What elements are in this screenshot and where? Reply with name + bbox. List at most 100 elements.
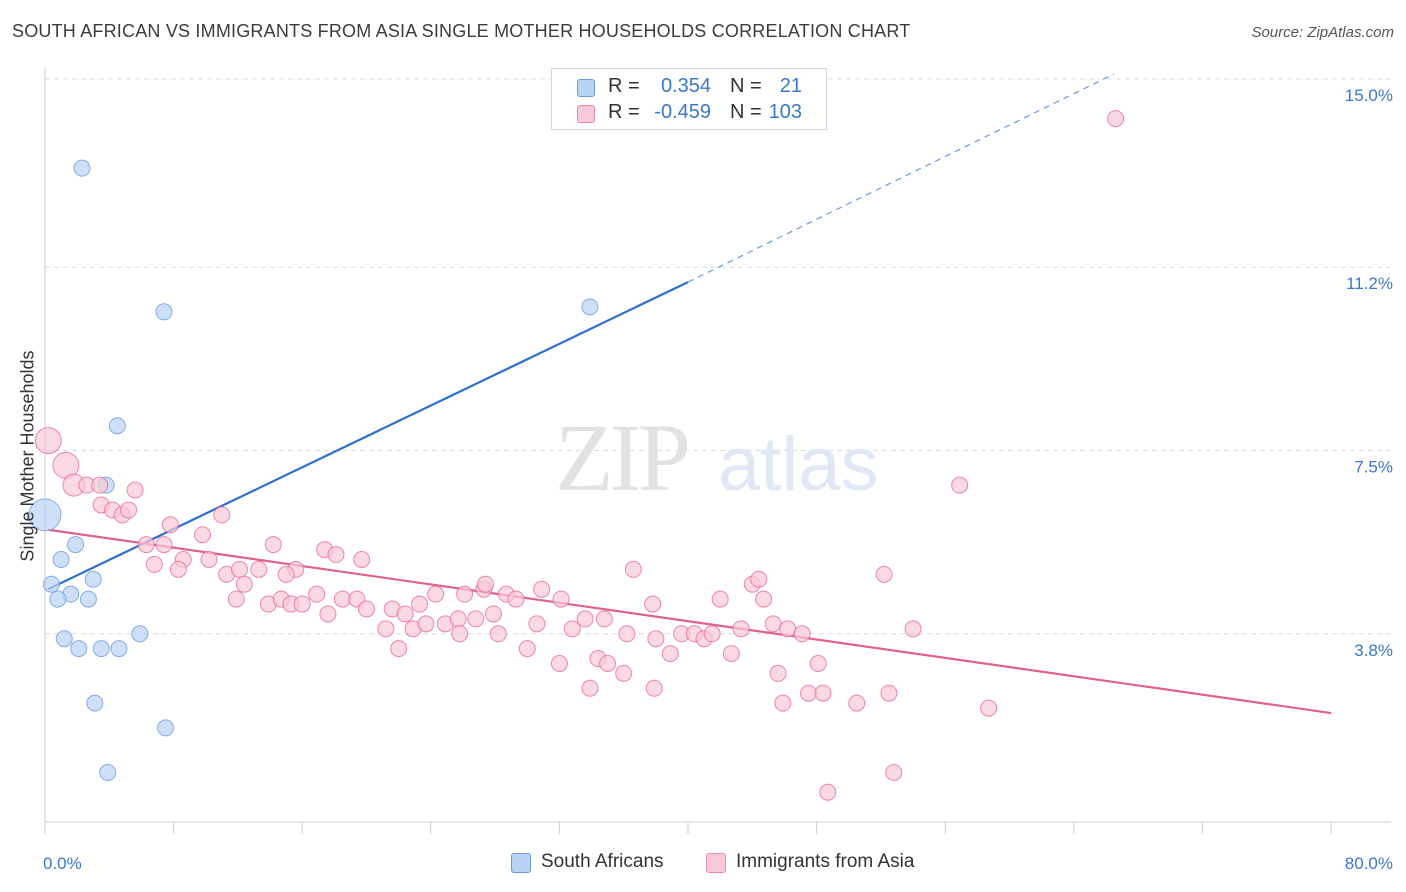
point-immigrants-asia [951, 476, 969, 494]
x-tick-label: 0.0% [43, 854, 82, 873]
trend-line-south-africans-extension [687, 73, 1115, 283]
legend-r-value: 0.354 [660, 75, 711, 97]
trend-line-south-africans [47, 281, 689, 591]
point-immigrants-asia [489, 625, 507, 643]
point-immigrants-asia [848, 694, 866, 712]
point-immigrants-asia [451, 625, 469, 643]
point-immigrants-asia [235, 575, 253, 593]
point-immigrants-asia [161, 516, 179, 534]
point-immigrants-asia [563, 620, 581, 638]
point-south-africans [131, 625, 149, 643]
legend-r-value: -0.459 [654, 101, 711, 123]
point-south-africans [581, 298, 599, 316]
legend-n-value: 103 [768, 101, 802, 123]
point-south-africans [55, 630, 73, 648]
point-immigrants-asia [476, 575, 494, 593]
point-immigrants-asia [764, 615, 782, 633]
point-immigrants-asia [599, 654, 617, 672]
point-south-africans [73, 159, 91, 177]
point-immigrants-asia [750, 570, 768, 588]
point-immigrants-asia [396, 605, 414, 623]
y-tick-label: 15.0% [1345, 86, 1393, 105]
point-immigrants-asia [624, 560, 642, 578]
point-south-africans [28, 498, 62, 532]
stats-legend: R = 0.354 N = 21 R = -0.459 N = 103 [551, 68, 827, 130]
point-immigrants-asia [467, 610, 485, 628]
point-immigrants-asia [711, 590, 729, 608]
point-immigrants-asia [732, 620, 750, 638]
point-immigrants-asia [293, 595, 311, 613]
point-immigrants-asia [644, 595, 662, 613]
point-immigrants-asia [769, 664, 787, 682]
point-south-africans [79, 590, 97, 608]
legend-swatch-blue [577, 79, 595, 97]
point-south-africans [67, 536, 85, 554]
point-immigrants-asia [755, 590, 773, 608]
trend-line-immigrants-asia [48, 528, 1332, 715]
point-immigrants-asia [819, 783, 837, 801]
point-south-africans [99, 763, 117, 781]
legend-n-label: N = [730, 75, 762, 97]
point-immigrants-asia [353, 550, 371, 568]
point-immigrants-asia [126, 481, 144, 499]
point-immigrants-asia [91, 476, 109, 494]
point-south-africans [108, 417, 126, 435]
point-immigrants-asia [137, 536, 155, 554]
point-immigrants-asia [427, 585, 445, 603]
point-immigrants-asia [227, 590, 245, 608]
point-immigrants-asia [411, 595, 429, 613]
point-immigrants-asia [200, 550, 218, 568]
point-immigrants-asia [722, 645, 740, 663]
point-immigrants-asia [518, 640, 536, 658]
point-immigrants-asia [507, 590, 525, 608]
point-immigrants-asia [703, 625, 721, 643]
y-tick-label: 3.8% [1354, 641, 1393, 660]
point-immigrants-asia [618, 625, 636, 643]
data-points [28, 110, 1125, 801]
grid-lines [45, 78, 1391, 635]
point-south-africans [70, 640, 88, 658]
point-immigrants-asia [358, 600, 375, 618]
legend-label-immigrants-asia: Immigrants from Asia [736, 851, 915, 872]
point-immigrants-asia [533, 580, 551, 598]
point-south-africans [157, 719, 175, 737]
point-immigrants-asia [595, 610, 613, 628]
point-immigrants-asia [1107, 110, 1125, 128]
point-immigrants-asia [277, 565, 295, 583]
point-immigrants-asia [250, 560, 268, 578]
point-immigrants-asia [120, 501, 138, 519]
point-south-africans [86, 694, 104, 712]
point-south-africans [52, 550, 70, 568]
legend-n-label: N = [730, 101, 762, 123]
legend-row-south-africans: R = 0.354 N = 21 [552, 75, 826, 101]
point-immigrants-asia [417, 615, 435, 633]
point-immigrants-asia [576, 610, 594, 628]
point-immigrants-asia [809, 654, 827, 672]
point-south-africans [84, 570, 102, 588]
point-immigrants-asia [308, 585, 326, 603]
point-immigrants-asia [155, 536, 173, 554]
point-immigrants-asia [552, 590, 570, 608]
y-tick-label: 7.5% [1354, 458, 1393, 477]
point-immigrants-asia [231, 560, 249, 578]
point-immigrants-asia [34, 427, 62, 455]
point-immigrants-asia [213, 506, 231, 524]
legend-swatch-immigrants-asia [706, 853, 726, 873]
point-south-africans [155, 303, 173, 321]
point-immigrants-asia [169, 560, 187, 578]
point-immigrants-asia [456, 585, 474, 603]
point-immigrants-asia [319, 605, 337, 623]
point-immigrants-asia [774, 694, 792, 712]
point-immigrants-asia [904, 620, 922, 638]
point-immigrants-asia [194, 526, 212, 544]
point-immigrants-asia [885, 763, 903, 781]
legend-n-value: 21 [779, 75, 802, 97]
point-immigrants-asia [327, 546, 345, 564]
legend-r-label: R = [608, 75, 640, 97]
point-immigrants-asia [779, 620, 797, 638]
point-immigrants-asia [793, 625, 811, 643]
y-axis-title: Single Mother Households [17, 350, 38, 562]
point-immigrants-asia [880, 684, 898, 702]
point-immigrants-asia [814, 684, 832, 702]
